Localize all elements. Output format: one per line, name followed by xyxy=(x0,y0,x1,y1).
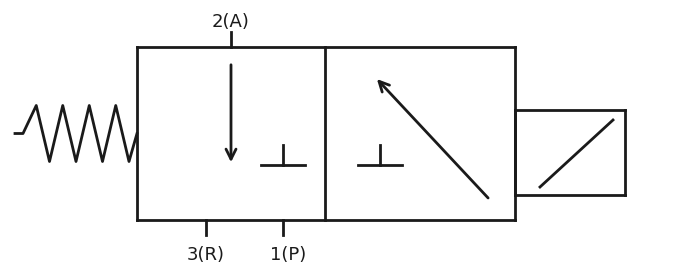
Text: 2(A): 2(A) xyxy=(212,13,250,31)
Text: 3(R): 3(R) xyxy=(187,246,225,264)
Text: 1(P): 1(P) xyxy=(270,246,306,264)
